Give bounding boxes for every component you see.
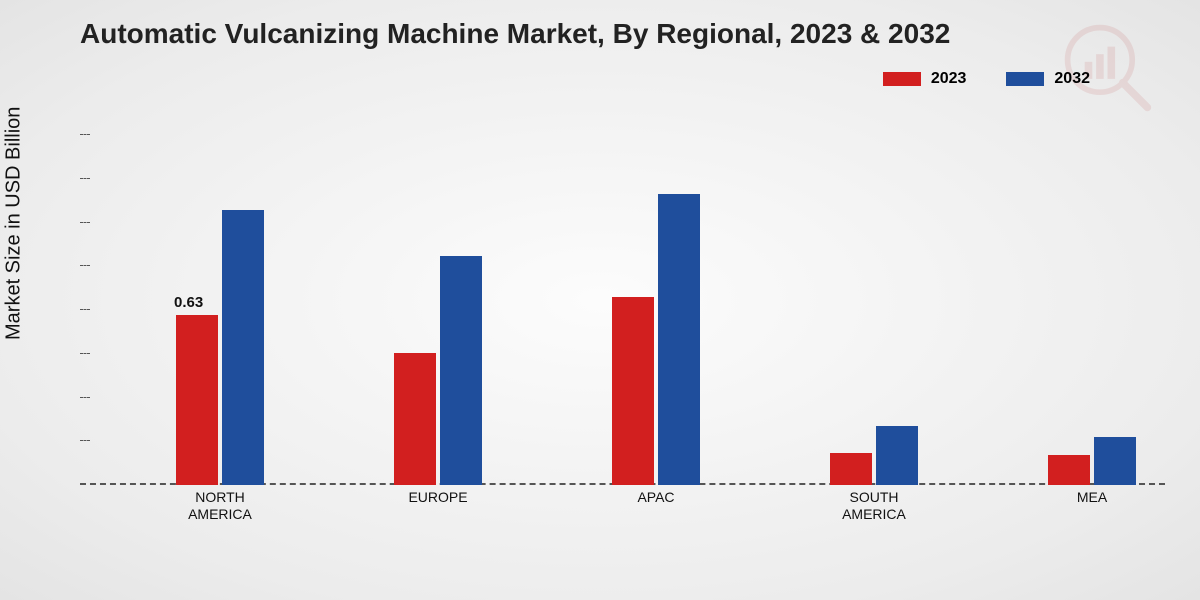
x-tick-label: EUROPE: [388, 489, 488, 506]
legend-swatch-icon: [1006, 72, 1044, 86]
y-tick: [80, 134, 90, 135]
legend-label: 2032: [1054, 70, 1090, 88]
bar-group: [612, 194, 700, 485]
bar-group: [1048, 437, 1136, 485]
y-tick: [80, 178, 90, 179]
bar: [1048, 455, 1090, 485]
plot-area: 0.63: [80, 135, 1165, 485]
x-tick-label: MEA: [1042, 489, 1142, 506]
legend: 2023 2032: [883, 70, 1090, 88]
watermark-logo-icon: [1060, 20, 1155, 115]
legend-item-2023: 2023: [883, 70, 967, 88]
y-tick: [80, 265, 90, 266]
y-axis-label: Market Size in USD Billion: [3, 107, 26, 340]
legend-item-2032: 2032: [1006, 70, 1090, 88]
bar: [876, 426, 918, 485]
x-axis-labels: NORTH AMERICA EUROPE APAC SOUTH AMERICA MEA: [80, 485, 1165, 535]
bar: [1094, 437, 1136, 485]
y-tick: [80, 397, 90, 398]
bar: [440, 256, 482, 485]
x-tick-label: NORTH AMERICA: [170, 489, 270, 523]
x-tick-label: APAC: [606, 489, 706, 506]
bar: [394, 353, 436, 485]
x-tick-label: SOUTH AMERICA: [824, 489, 924, 523]
legend-label: 2023: [931, 70, 967, 88]
y-tick: [80, 440, 90, 441]
chart-title: Automatic Vulcanizing Machine Market, By…: [80, 18, 950, 50]
bar-group: [394, 256, 482, 485]
bar-group: [830, 426, 918, 485]
bar: [830, 453, 872, 485]
bar: [612, 297, 654, 485]
legend-swatch-icon: [883, 72, 921, 86]
bar: [222, 210, 264, 485]
chart-container: Automatic Vulcanizing Machine Market, By…: [0, 0, 1200, 600]
y-tick: [80, 353, 90, 354]
bar: [176, 315, 218, 485]
y-tick: [80, 222, 90, 223]
y-tick: [80, 309, 90, 310]
bar-group: [176, 210, 264, 485]
data-label: 0.63: [174, 294, 203, 311]
bar: [658, 194, 700, 485]
